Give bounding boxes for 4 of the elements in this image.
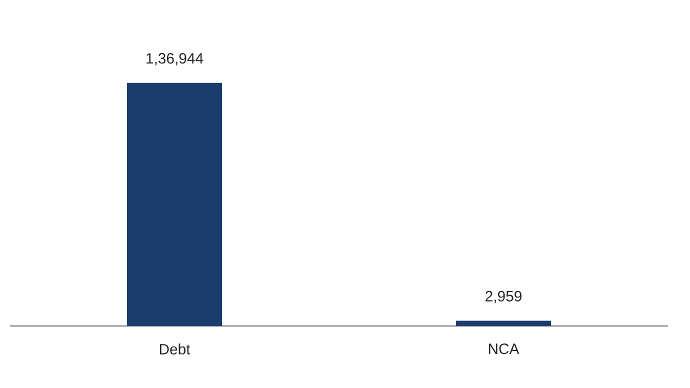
data-label: 2,959: [486, 290, 522, 304]
data-label: 1,36,944: [146, 53, 204, 66]
x-tick-label: NCA: [488, 344, 520, 354]
x-tick-label: Debt: [160, 344, 190, 354]
